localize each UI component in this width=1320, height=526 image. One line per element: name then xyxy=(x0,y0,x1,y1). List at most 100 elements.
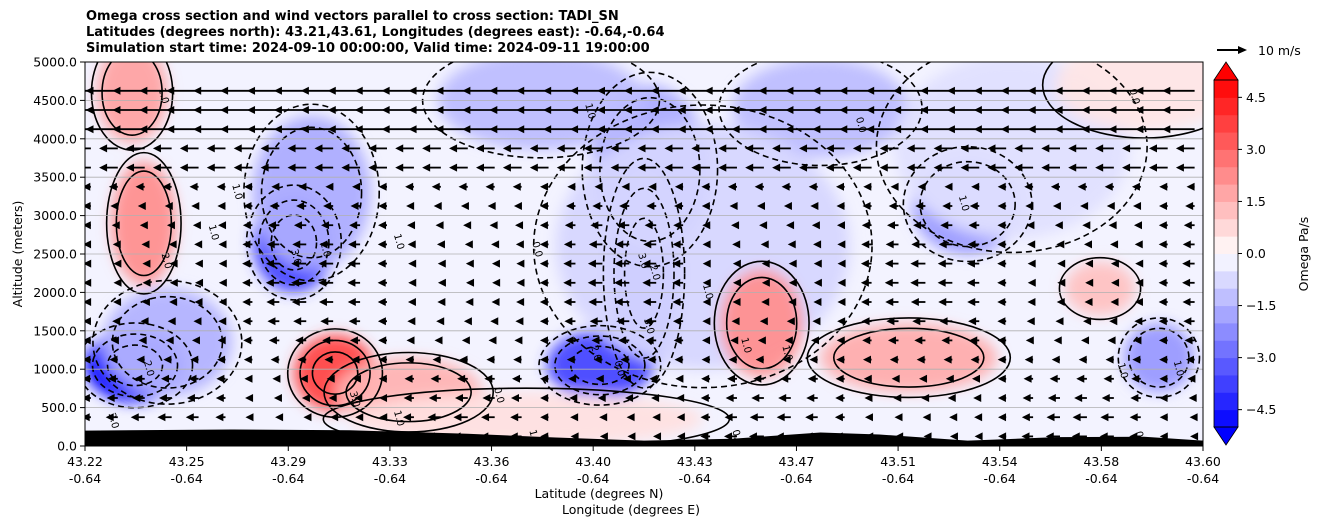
wind-vector-head xyxy=(599,432,608,441)
contour-label: 2.0 xyxy=(159,252,174,270)
wind-vector xyxy=(718,144,737,153)
wind-vector-head xyxy=(85,317,91,326)
wind-vector xyxy=(407,240,416,249)
wind-vector-head xyxy=(405,182,414,191)
contour-label: 0.0 xyxy=(529,240,544,258)
wind-vector xyxy=(266,298,280,306)
wind-vector xyxy=(837,240,846,249)
wind-vector xyxy=(787,240,796,249)
wind-vector-head xyxy=(85,221,91,230)
wind-vector-head xyxy=(643,240,652,249)
wind-vector xyxy=(619,202,630,210)
wind-vector xyxy=(610,163,630,172)
wind-vector-head xyxy=(758,86,767,95)
wind-vector-head xyxy=(729,202,738,210)
wind-vector-head xyxy=(1188,394,1197,402)
wind-vector-head xyxy=(113,298,122,306)
wind-vector xyxy=(242,240,253,249)
wind-vector xyxy=(431,182,441,191)
wind-vector-head xyxy=(1183,317,1192,326)
wind-vector-head xyxy=(1081,106,1090,114)
wind-vector xyxy=(322,336,334,345)
wind-vector-head xyxy=(354,86,363,95)
wind-vector xyxy=(510,413,522,422)
wind-vector xyxy=(179,163,199,172)
wind-vector-head xyxy=(672,259,681,268)
y-tick-label: 4500.0 xyxy=(33,93,77,108)
wind-vector-head xyxy=(852,144,861,153)
wind-vector xyxy=(243,336,253,345)
wind-vector-head xyxy=(1021,413,1030,422)
wind-vector-head xyxy=(702,259,711,268)
wind-vector-head xyxy=(134,374,143,383)
wind-vector-head xyxy=(273,106,282,114)
wind-vector-head xyxy=(529,144,538,153)
wind-vector-head xyxy=(354,106,363,114)
wind-vector-head xyxy=(301,394,310,402)
wind-vector xyxy=(430,374,441,383)
wind-vector-head xyxy=(807,374,816,383)
contour-line xyxy=(599,96,701,243)
wind-vector-head xyxy=(481,413,490,422)
wind-vector xyxy=(1053,336,1062,345)
wind-vector-head xyxy=(997,182,1006,191)
contour-label: 0.0 xyxy=(853,116,868,134)
wind-vector xyxy=(1106,202,1115,210)
wind-vector xyxy=(674,182,684,191)
wind-vector xyxy=(1050,182,1061,191)
wind-vector-head xyxy=(674,182,683,191)
wind-vector-head xyxy=(85,202,91,210)
wind-vector-head xyxy=(938,298,947,306)
wind-vector-head xyxy=(912,317,921,326)
wind-vector xyxy=(1024,355,1034,364)
wind-vector-head xyxy=(799,163,808,172)
wind-vector xyxy=(194,240,203,249)
wind-vector xyxy=(1162,106,1195,114)
wind-vector xyxy=(836,336,845,345)
wind-vector-head xyxy=(651,394,660,402)
wind-vector xyxy=(408,259,417,268)
wind-vector-head xyxy=(489,106,498,114)
wind-vector-head xyxy=(217,355,226,364)
wind-vector xyxy=(556,144,576,153)
wind-vector-head xyxy=(997,221,1006,230)
wind-vector xyxy=(1078,355,1087,364)
wind-vector xyxy=(622,374,631,383)
wind-vector xyxy=(1134,298,1143,306)
wind-vector-head xyxy=(291,298,300,306)
wind-vector xyxy=(110,336,119,345)
wind-vector-head xyxy=(377,259,386,268)
wind-vector-head xyxy=(919,374,928,383)
wind-vector-head xyxy=(112,240,121,249)
wind-vector-head xyxy=(702,240,711,249)
wind-vector-head xyxy=(1122,144,1131,153)
wind-vector-head xyxy=(512,182,521,191)
wind-vector xyxy=(745,163,764,172)
wind-vector-head xyxy=(378,336,387,345)
wind-vector xyxy=(864,394,873,402)
wind-vector-head xyxy=(109,355,118,364)
wind-vector-head xyxy=(1108,125,1117,134)
wind-vector-head xyxy=(1027,125,1036,134)
wind-vector-head xyxy=(1129,413,1138,422)
wind-vector-head xyxy=(888,202,897,210)
wind-vector xyxy=(270,355,280,364)
wind-vector-head xyxy=(704,86,713,95)
wind-vector xyxy=(341,163,361,172)
wind-vector-head xyxy=(861,240,870,249)
wind-vector xyxy=(85,166,91,169)
wind-vector-head xyxy=(327,106,336,114)
x-tick-label-lat: 43.51 xyxy=(880,454,916,469)
colorbar-tick-label: −3.0 xyxy=(1246,350,1276,365)
wind-vector-head xyxy=(753,374,762,383)
wind-vector-head xyxy=(407,298,416,306)
wind-vector-head xyxy=(296,202,305,210)
wind-vector xyxy=(85,355,91,364)
wind-vector xyxy=(85,317,91,326)
wind-vector xyxy=(217,202,226,210)
wind-vector xyxy=(761,298,770,306)
wind-vector-head xyxy=(563,298,572,306)
wind-vector-head xyxy=(1027,298,1036,306)
wind-vector-head xyxy=(595,374,604,383)
wind-vector-head xyxy=(761,278,770,287)
